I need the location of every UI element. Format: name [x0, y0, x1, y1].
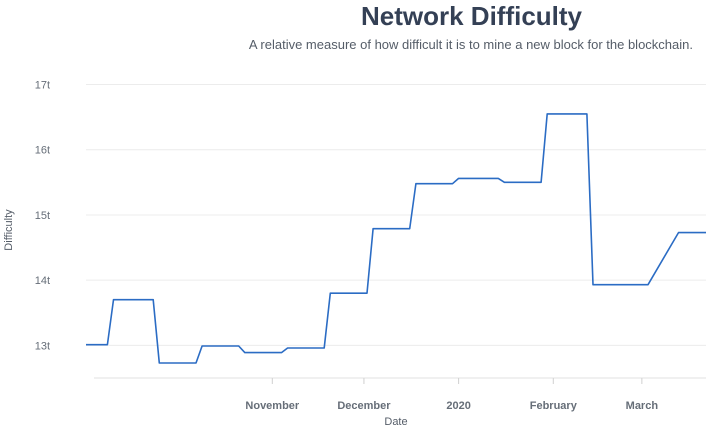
x-tick-label: March: [626, 400, 659, 412]
x-tick-label: February: [530, 400, 578, 412]
y-tick-label: 15t: [35, 210, 50, 222]
y-tick-label: 14t: [35, 275, 50, 287]
difficulty-series-line: [86, 113, 706, 364]
x-axis: November December 2020 February March: [94, 377, 706, 412]
plot-area: [86, 113, 706, 364]
x-tick-label: 2020: [446, 400, 470, 412]
chart-title: Network Difficulty: [360, 1, 583, 31]
x-tick-label: November: [245, 400, 300, 412]
y-axis-ticks: 13t 14t 15t 16t 17t: [35, 80, 50, 353]
x-tick-label: December: [337, 400, 391, 412]
y-tick-label: 16t: [35, 145, 50, 157]
grid-lines: [86, 84, 706, 346]
x-axis-label: Date: [384, 416, 408, 428]
chart-subtitle: A relative measure of how difficult it i…: [248, 37, 693, 52]
y-tick-label: 13t: [35, 340, 50, 352]
y-tick-label: 17t: [35, 80, 50, 92]
